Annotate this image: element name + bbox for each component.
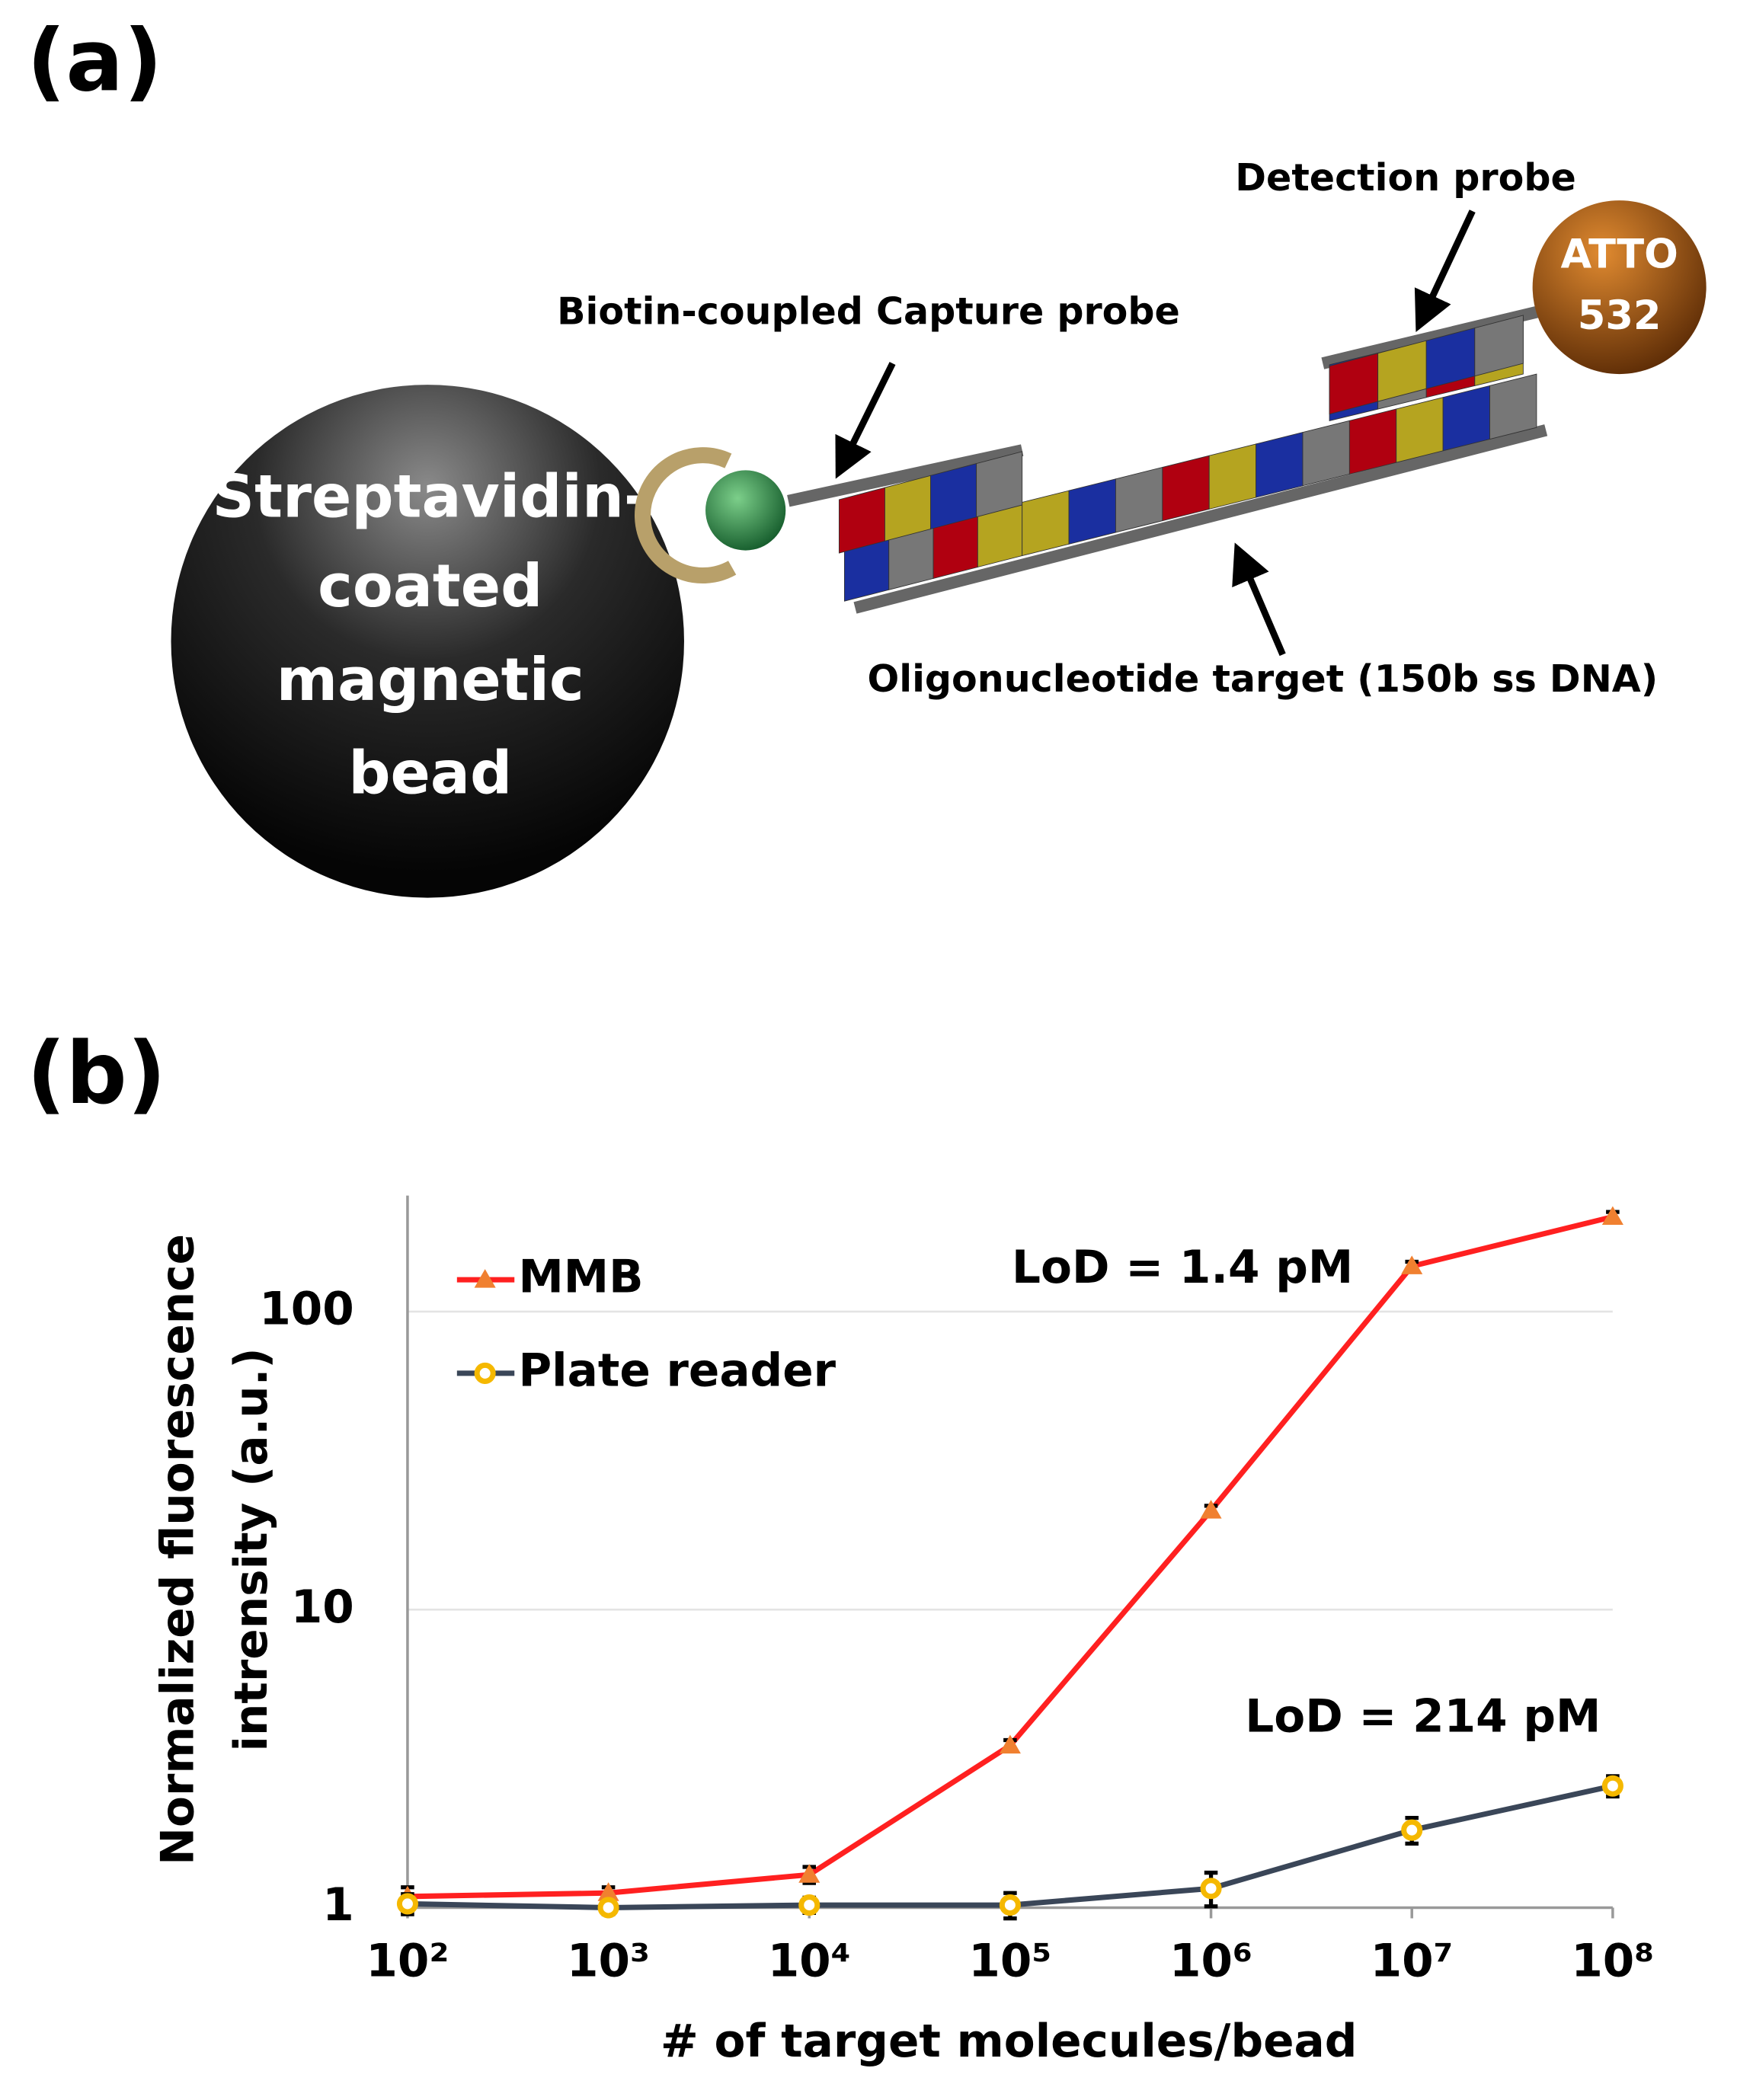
point [597,1897,619,1919]
arrow [835,362,896,479]
bead-label: Streptavidin- [213,463,648,532]
point [1401,1819,1423,1841]
magnetic-bead [171,385,684,898]
annotation: LoD = 214 pM [1245,1691,1601,1744]
base [1489,373,1537,440]
point [396,1893,418,1915]
x-tick-label: 10⁵ [968,1935,1051,1988]
base [1302,420,1350,487]
point [1401,1255,1423,1274]
series-line [407,1783,1614,1910]
y-tick-label: 1 [322,1879,353,1932]
point [798,1864,821,1883]
atto-dye [1532,200,1707,375]
y-axis-title: intrensity (a.u.) [226,1347,278,1751]
base [1022,490,1070,557]
annotation: LoD = 1.4 pM [1012,1242,1353,1294]
base [976,451,1023,518]
bead-label: bead [348,740,512,808]
base [1068,478,1116,545]
x-tick-label: 10⁶ [1169,1935,1252,1988]
x-tick-label: 10⁸ [1571,1935,1654,1988]
x-tick-label: 10² [366,1935,449,1988]
point [1200,1500,1222,1519]
base [1115,466,1163,533]
dye-label: ATTO [1560,231,1678,277]
point [597,1882,619,1901]
point [999,1734,1021,1754]
panel-label: (a) [27,11,162,110]
dye-label: 532 [1578,292,1662,339]
base [1348,408,1397,475]
point [1601,1775,1623,1797]
base [1396,397,1444,463]
capture-rail [787,444,1024,507]
y-axis-title: Normalized fluorescence [152,1234,204,1865]
base [1474,315,1524,377]
bases [838,315,1537,602]
point [999,1894,1021,1916]
biotin [705,470,786,551]
x-tick-label: 10⁴ [768,1935,851,1988]
arrow [1232,542,1286,657]
base [1162,455,1210,522]
legend-marker [474,1269,496,1288]
x-tick-label: 10⁷ [1371,1935,1454,1988]
chart: (b) # of target molecules/bead Normalize… [27,1024,1654,2068]
point [798,1894,821,1916]
y-tick-label: 100 [259,1283,353,1336]
legend-label: Plate reader [519,1345,837,1398]
point [1601,1206,1623,1226]
target-rail [853,424,1548,614]
base [1256,432,1304,498]
arrow [1414,209,1476,332]
detection-label: Detection probe [1235,155,1576,200]
base [1208,443,1257,510]
panel-a: (a) Streptavidin- coated magnetic bead A… [27,11,1707,898]
x-tick-label: 10³ [567,1935,650,1988]
x-axis-title: # of target molecules/bead [661,2015,1358,2068]
legend-label: MMB [519,1251,644,1304]
target-label: Oligonucleotide target (150b ss DNA) [868,657,1659,701]
streptavidin [635,447,737,583]
y-tick-label: 10 [291,1581,354,1634]
panel-label: (b) [27,1024,166,1124]
bead-label: coated [318,552,542,621]
base [1442,385,1490,452]
legend-marker [474,1362,496,1384]
point [1200,1878,1222,1900]
series-line [407,1214,1614,1900]
bead-label: magnetic [277,646,584,714]
capture-label: Biotin-coupled Capture probe [557,289,1180,334]
